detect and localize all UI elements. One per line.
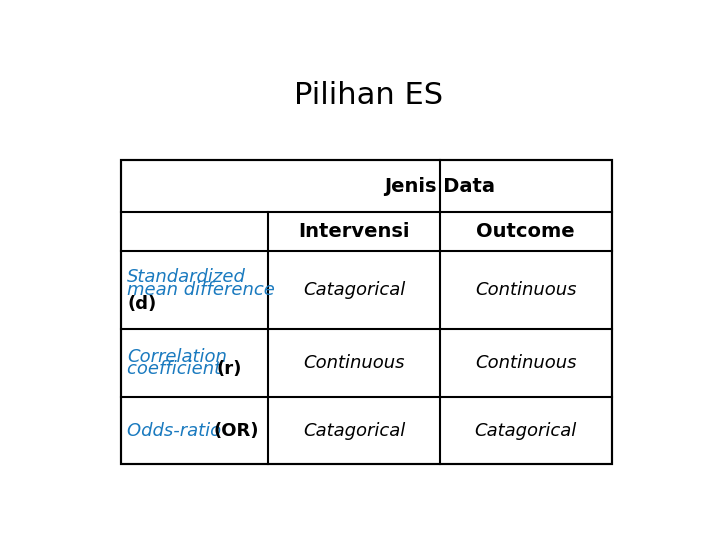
Text: Intervensi: Intervensi — [298, 222, 410, 241]
Text: Continuous: Continuous — [303, 354, 405, 372]
Text: Continuous: Continuous — [475, 281, 577, 299]
Text: Pilihan ES: Pilihan ES — [294, 82, 444, 111]
Text: Catagorical: Catagorical — [303, 422, 405, 440]
Text: Catagorical: Catagorical — [474, 422, 577, 440]
Text: Standardized: Standardized — [127, 268, 246, 286]
Text: (r): (r) — [217, 360, 242, 379]
Text: (d): (d) — [127, 294, 157, 313]
Text: Outcome: Outcome — [477, 222, 575, 241]
Text: (OR): (OR) — [214, 422, 259, 440]
Text: Continuous: Continuous — [475, 354, 577, 372]
Text: Catagorical: Catagorical — [303, 281, 405, 299]
Text: Correlation: Correlation — [127, 348, 228, 366]
Text: mean difference: mean difference — [127, 281, 275, 299]
Text: coefficient: coefficient — [127, 360, 228, 379]
Text: Odds-ratio: Odds-ratio — [127, 422, 228, 440]
Text: Jenis Data: Jenis Data — [384, 177, 495, 195]
